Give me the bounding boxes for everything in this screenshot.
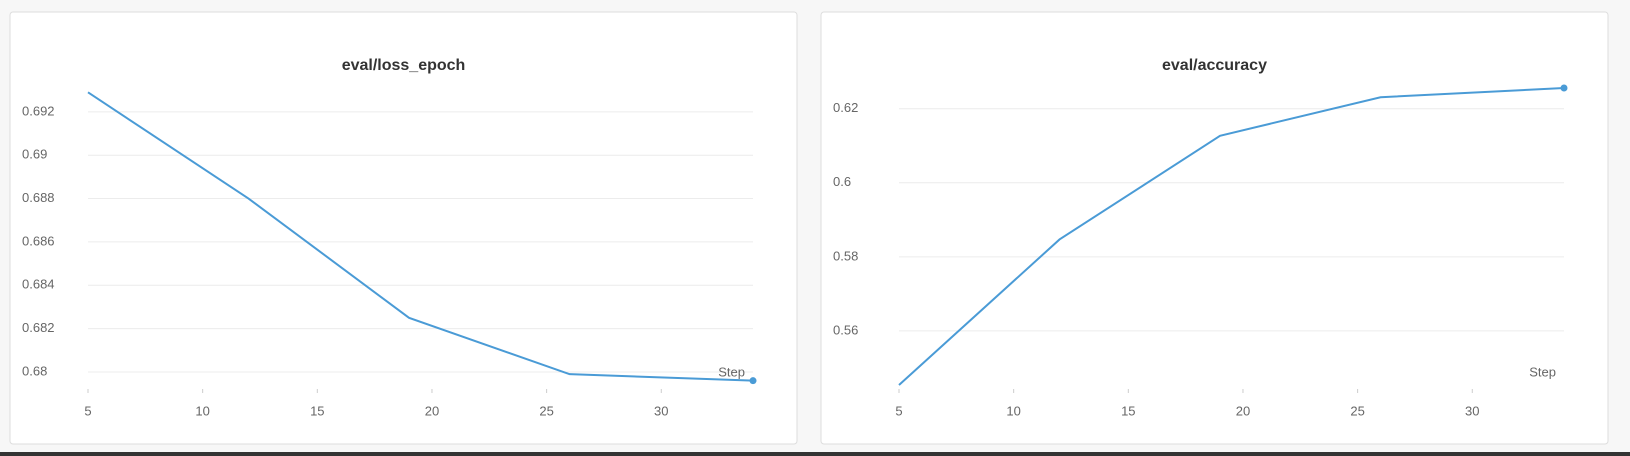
x-tick-label: 10 xyxy=(195,403,209,418)
x-axis-label: Step xyxy=(718,364,745,379)
last-point xyxy=(749,377,757,385)
y-tick-label: 0.56 xyxy=(833,322,858,337)
x-tick-label: 5 xyxy=(895,403,902,418)
x-tick-label: 30 xyxy=(1465,403,1479,418)
y-tick-label: 0.686 xyxy=(22,233,55,248)
x-tick-label: 15 xyxy=(310,403,324,418)
x-axis-label: Step xyxy=(1529,364,1556,379)
y-tick-label: 0.69 xyxy=(22,147,47,162)
x-tick-label: 10 xyxy=(1006,403,1020,418)
x-tick-label: 25 xyxy=(1350,403,1364,418)
chart-title: eval/accuracy xyxy=(1162,57,1267,74)
bottom-bar xyxy=(0,452,1630,456)
y-tick-label: 0.688 xyxy=(22,190,55,205)
y-tick-label: 0.684 xyxy=(22,277,55,292)
y-tick-label: 0.6 xyxy=(833,174,851,189)
x-tick-label: 20 xyxy=(425,403,439,418)
x-tick-label: 25 xyxy=(539,403,553,418)
line xyxy=(898,87,1565,386)
y-tick-label: 0.62 xyxy=(833,100,858,115)
x-tick-label: 15 xyxy=(1121,403,1135,418)
y-tick-label: 0.682 xyxy=(22,320,55,335)
x-tick-label: 20 xyxy=(1236,403,1250,418)
x-tick-label: 5 xyxy=(84,403,91,418)
y-tick-label: 0.58 xyxy=(833,248,858,263)
panel xyxy=(9,11,798,445)
panel xyxy=(820,11,1609,445)
y-tick-label: 0.68 xyxy=(22,363,47,378)
x-tick-label: 30 xyxy=(654,403,668,418)
last-point xyxy=(1560,84,1568,92)
line xyxy=(87,91,754,382)
y-tick-label: 0.692 xyxy=(22,103,55,118)
chart-title: eval/loss_epoch xyxy=(342,57,466,74)
